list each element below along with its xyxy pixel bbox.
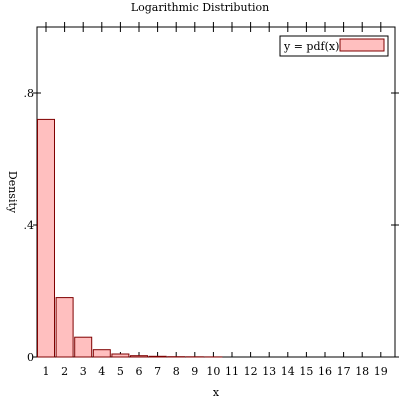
- y-tick-labels: 0 .4 .8: [24, 87, 35, 364]
- bars: [37, 118, 223, 358]
- x-tick-label-8: 8: [173, 365, 180, 378]
- legend: y = pdf(x): [279, 35, 389, 57]
- x-tick-label-15: 15: [299, 365, 313, 378]
- axis-ticks: [33, 22, 399, 358]
- bar-3: [74, 336, 93, 358]
- legend-swatch: [339, 38, 385, 52]
- bar-7: [148, 355, 167, 358]
- x-tick-label-5: 5: [117, 365, 124, 378]
- bar-4: [92, 349, 111, 358]
- x-tick-label-17: 17: [337, 365, 351, 378]
- x-tick-label-9: 9: [191, 365, 198, 378]
- x-tick-label-13: 13: [262, 365, 276, 378]
- x-tick-label-1: 1: [43, 365, 50, 378]
- bar-1: [37, 118, 55, 358]
- x-axis-label: x: [213, 386, 220, 399]
- x-tick-label-3: 3: [80, 365, 87, 378]
- x-tick-label-12: 12: [244, 365, 258, 378]
- legend-label: y = pdf(x): [283, 40, 339, 53]
- x-tick-label-7: 7: [154, 365, 161, 378]
- x-tick-labels: 1 2 3 4 5 6 7 8 9 10 11 12 13 14 15 16 17 18 19: [43, 365, 388, 378]
- bar-2: [55, 297, 74, 358]
- chart-title: Logarithmic Distribution: [131, 1, 269, 14]
- x-tick-label-10: 10: [206, 365, 220, 378]
- y-tick-label: .8: [24, 87, 35, 100]
- x-tick-label-2: 2: [61, 365, 68, 378]
- y-tick-label: 0: [27, 351, 34, 364]
- y-axis-label: Density: [6, 171, 19, 214]
- bar-5: [111, 353, 130, 358]
- x-tick-label-16: 16: [318, 365, 332, 378]
- y-tick-label: .4: [24, 219, 35, 232]
- x-tick-label-11: 11: [225, 365, 239, 378]
- x-tick-label-18: 18: [355, 365, 369, 378]
- bar-6: [130, 355, 148, 358]
- x-tick-label-19: 19: [374, 365, 388, 378]
- x-tick-label-14: 14: [281, 365, 295, 378]
- plot-frame: [36, 26, 396, 358]
- x-tick-label-6: 6: [136, 365, 143, 378]
- x-tick-label-4: 4: [98, 365, 105, 378]
